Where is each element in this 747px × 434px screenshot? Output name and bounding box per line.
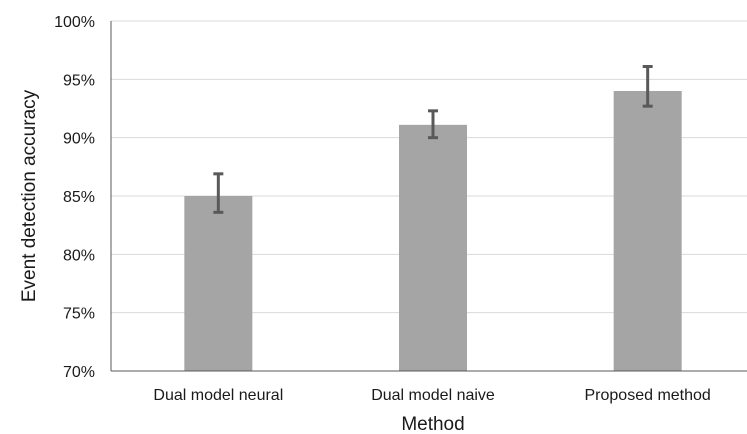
y-tick-label: 70% <box>63 364 95 381</box>
error-bars <box>213 65 653 214</box>
x-tick-label: Proposed method <box>585 387 711 404</box>
bars <box>184 91 682 371</box>
bar-dual-model-naive <box>399 124 467 371</box>
y-tick-label: 85% <box>63 189 95 206</box>
x-axis-title: Method <box>401 414 464 434</box>
x-tick-label: Dual model neural <box>153 387 283 404</box>
y-tick-label: 100% <box>54 14 95 31</box>
y-axis-title: Event detection accuracy <box>19 89 40 302</box>
x-tick-label: Dual model naive <box>371 387 495 404</box>
y-tick-label: 90% <box>63 131 95 148</box>
y-tick-label: 95% <box>63 72 95 89</box>
y-tick-label: 80% <box>63 247 95 264</box>
bar-dual-model-neural <box>184 196 253 371</box>
tick-labels: 70% 75% 80% 85% 90% 95% 100% Dual model neural D… <box>54 14 711 404</box>
bar-proposed-method <box>613 91 682 371</box>
y-tick-label: 75% <box>63 306 95 323</box>
axes <box>110 21 747 372</box>
